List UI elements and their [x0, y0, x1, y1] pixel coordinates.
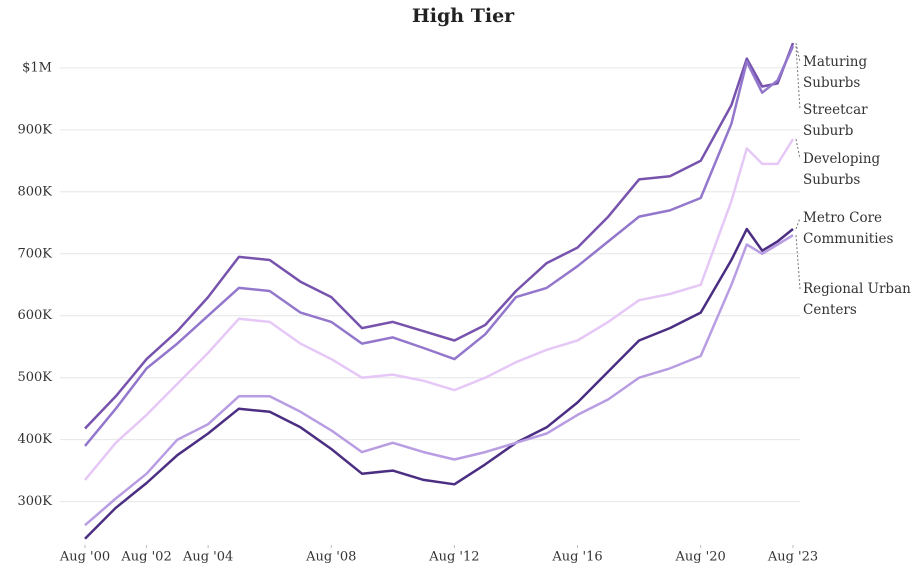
label-connector [795, 217, 801, 230]
y-tick-label: 500K [17, 370, 52, 385]
y-tick-label: 300K [17, 494, 52, 509]
y-tick-label: 600K [17, 308, 52, 323]
y-tick-label: 800K [17, 184, 52, 199]
series-line [84, 234, 794, 527]
x-tick-label: Aug '08 [305, 550, 356, 565]
label-connector [795, 235, 801, 290]
series-line [84, 138, 795, 481]
y-tick-label: 700K [17, 246, 52, 261]
series-label: Streetcar Suburb [803, 102, 868, 139]
x-tick-label: Aug '04 [182, 550, 233, 565]
x-tick-label: Aug '02 [120, 550, 171, 565]
series-label: Developing Suburbs [803, 151, 881, 188]
series-line [84, 42, 795, 430]
series-line [84, 227, 794, 540]
series-label: Regional Urban Centers [803, 281, 911, 318]
x-tick-label: Aug '20 [674, 550, 725, 565]
y-tick-label: 900K [17, 122, 52, 137]
series-label: Maturing Suburbs [803, 54, 868, 91]
label-connector [795, 42, 801, 63]
x-tick-label: Aug '00 [59, 550, 110, 565]
chart-title: High Tier [412, 5, 515, 27]
label-connector [795, 46, 801, 111]
series-line [84, 45, 795, 447]
x-tick-label: Aug '12 [428, 550, 479, 565]
label-connector [795, 139, 801, 160]
y-tick-label: 400K [17, 432, 52, 447]
series-label: Metro Core Communities [803, 210, 894, 247]
x-tick-label: Aug '16 [551, 550, 602, 565]
y-tick-label: $1M [22, 60, 52, 75]
x-tick-label: Aug '23 [767, 550, 818, 565]
